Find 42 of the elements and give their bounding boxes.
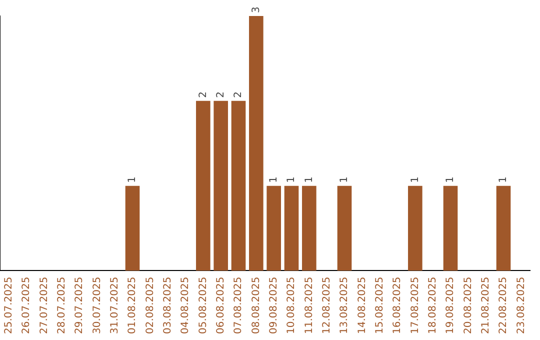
x-tick-label: 16.08.2025 bbox=[392, 276, 404, 334]
x-tick-label: 15.08.2025 bbox=[374, 276, 386, 334]
data-label: 1 bbox=[286, 176, 298, 183]
data-label: 1 bbox=[339, 176, 350, 183]
x-tick-label: 08.08.2025 bbox=[250, 276, 262, 334]
x-tick-label: 23.08.2025 bbox=[516, 276, 527, 334]
x-tick-label: 18.08.2025 bbox=[427, 276, 438, 334]
x-tick-label: 02.08.2025 bbox=[144, 276, 156, 334]
data-label: 1 bbox=[268, 176, 280, 183]
data-label: 1 bbox=[445, 176, 456, 183]
data-label: 2 bbox=[198, 92, 209, 98]
x-tick-label: 11.08.2025 bbox=[304, 276, 315, 334]
data-label: 2 bbox=[215, 92, 226, 98]
x-tick-label: 27.07.2025 bbox=[38, 276, 50, 334]
x-tick-label: 04.08.2025 bbox=[180, 276, 192, 334]
x-tick-label: 07.08.2025 bbox=[233, 276, 244, 334]
x-tick-label: 17.08.2025 bbox=[410, 276, 421, 334]
x-tick-label: 13.08.2025 bbox=[339, 276, 350, 334]
x-tick-label: 30.07.2025 bbox=[92, 276, 103, 334]
data-label: 1 bbox=[127, 176, 138, 183]
data-label: 1 bbox=[304, 176, 315, 183]
x-tick-label: 01.08.2025 bbox=[127, 276, 138, 334]
data-label: 3 bbox=[250, 6, 262, 13]
data-label: 2 bbox=[233, 92, 244, 98]
x-tick-label: 26.07.2025 bbox=[21, 276, 32, 334]
x-tick-label: 25.07.2025 bbox=[3, 276, 14, 334]
x-tick-label: 19.08.2025 bbox=[445, 276, 456, 334]
x-tick-label: 03.08.2025 bbox=[162, 276, 174, 334]
x-tick-label: 14.08.2025 bbox=[356, 276, 368, 334]
x-tick-label: 21.08.2025 bbox=[480, 276, 492, 334]
x-tick-label: 10.08.2025 bbox=[286, 276, 298, 334]
x-tick-label: 05.08.2025 bbox=[198, 276, 209, 334]
x-tick-label: 28.07.2025 bbox=[56, 276, 68, 334]
data-label: 1 bbox=[410, 176, 421, 183]
x-tick-label: 09.08.2025 bbox=[268, 276, 280, 334]
x-tick-label: 20.08.2025 bbox=[462, 276, 474, 334]
x-tick-label: 06.08.2025 bbox=[215, 276, 226, 334]
x-tick-label: 12.08.2025 bbox=[321, 276, 332, 334]
x-tick-label: 31.07.2025 bbox=[109, 276, 120, 334]
data-label: 1 bbox=[498, 176, 510, 183]
x-tick-label: 29.07.2025 bbox=[74, 276, 86, 334]
x-tick-label: 22.08.2025 bbox=[498, 276, 510, 334]
